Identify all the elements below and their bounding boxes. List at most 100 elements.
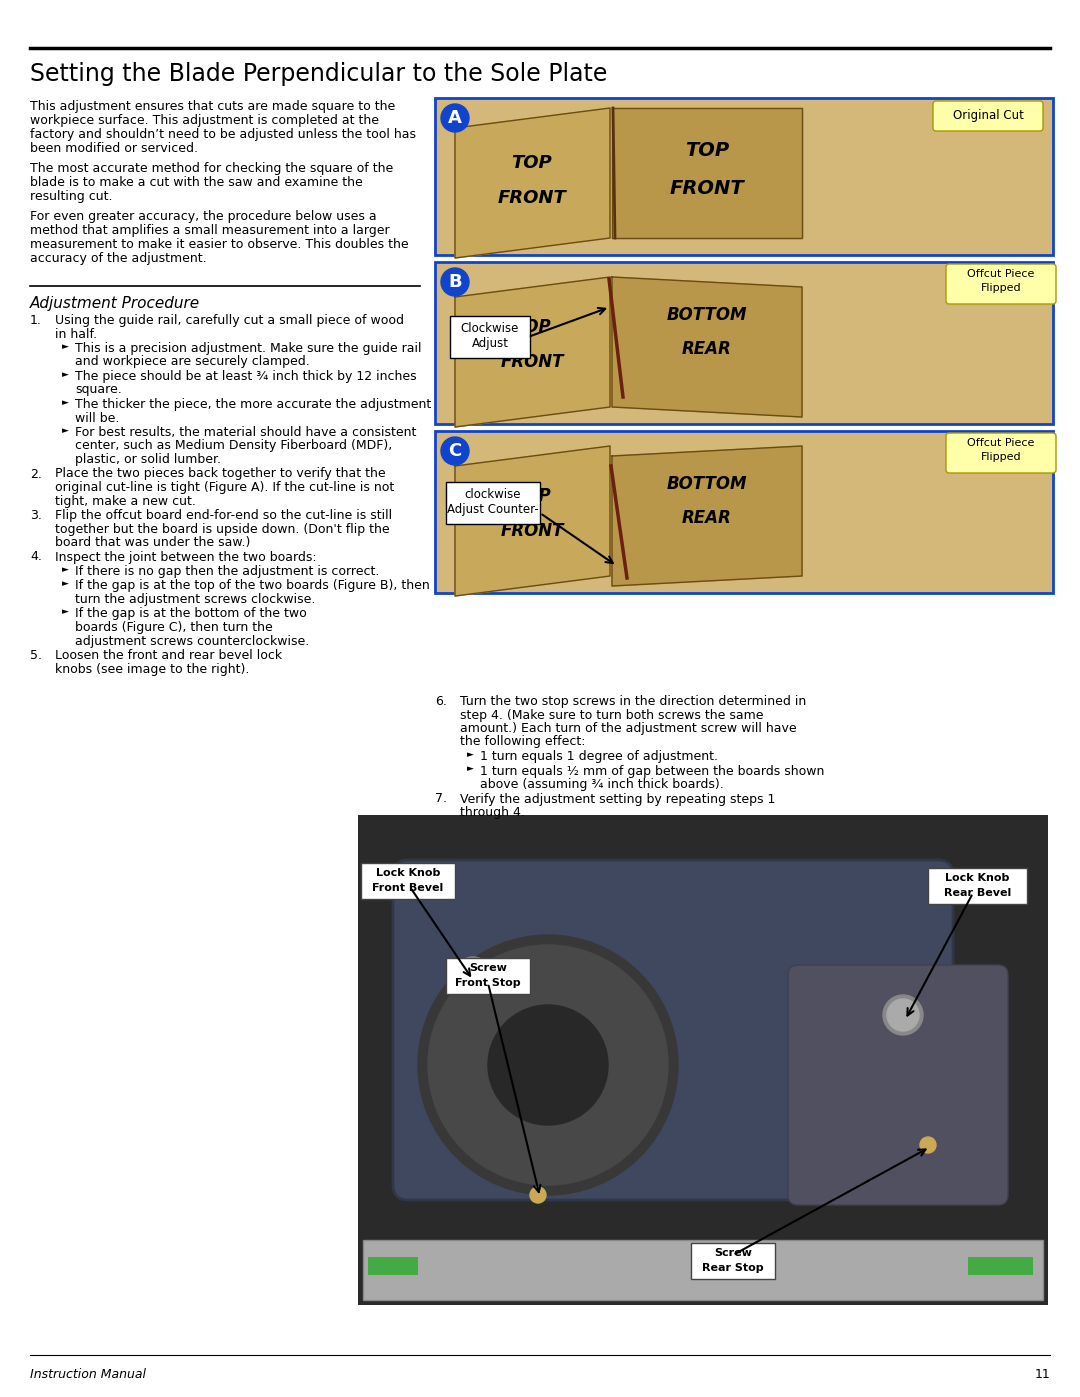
Text: ►: ► — [62, 398, 69, 407]
Text: Adjustment Procedure: Adjustment Procedure — [30, 296, 200, 312]
Text: TOP: TOP — [512, 154, 552, 172]
Text: BOTTOM: BOTTOM — [666, 306, 747, 324]
Text: Setting the Blade Perpendicular to the Sole Plate: Setting the Blade Perpendicular to the S… — [30, 61, 607, 87]
Text: ►: ► — [467, 750, 474, 759]
Text: If the gap is at the top of the two boards (Figure B), then: If the gap is at the top of the two boar… — [75, 580, 430, 592]
Text: 6.: 6. — [435, 694, 447, 708]
Circle shape — [459, 961, 487, 989]
Text: If the gap is at the bottom of the two: If the gap is at the bottom of the two — [75, 608, 307, 620]
Text: If there is no gap then the adjustment is correct.: If there is no gap then the adjustment i… — [75, 564, 379, 578]
Text: Place the two pieces back together to verify that the: Place the two pieces back together to ve… — [55, 468, 386, 481]
Circle shape — [920, 1137, 936, 1153]
Text: Lock Knob: Lock Knob — [945, 873, 1010, 883]
Text: 1 turn equals 1 degree of adjustment.: 1 turn equals 1 degree of adjustment. — [480, 750, 718, 763]
Text: The most accurate method for checking the square of the: The most accurate method for checking th… — [30, 162, 393, 175]
Text: C: C — [448, 441, 461, 460]
Text: in half.: in half. — [55, 327, 97, 341]
Circle shape — [530, 1187, 546, 1203]
Text: Turn the two stop screws in the direction determined in: Turn the two stop screws in the directio… — [460, 694, 807, 708]
Text: 2.: 2. — [30, 468, 42, 481]
Text: Rear Stop: Rear Stop — [702, 1263, 764, 1273]
Text: ►: ► — [62, 564, 69, 574]
Bar — [357, 814, 1048, 1305]
Circle shape — [441, 103, 469, 131]
Text: BOTTOM: BOTTOM — [666, 475, 747, 493]
Text: method that amplifies a small measurement into a larger: method that amplifies a small measuremen… — [30, 224, 390, 237]
Text: step 4. (Make sure to turn both screws the same: step 4. (Make sure to turn both screws t… — [460, 708, 764, 721]
Text: ►: ► — [62, 370, 69, 379]
Circle shape — [455, 957, 491, 993]
Text: For even greater accuracy, the procedure below uses a: For even greater accuracy, the procedure… — [30, 210, 377, 224]
Bar — [968, 1257, 1032, 1275]
Text: ►: ► — [62, 608, 69, 616]
Text: measurement to make it easier to observe. This doubles the: measurement to make it easier to observe… — [30, 237, 408, 251]
Polygon shape — [455, 446, 610, 597]
Text: Rear Bevel: Rear Bevel — [944, 888, 1011, 898]
Text: FRONT: FRONT — [500, 353, 564, 372]
Text: FRONT: FRONT — [498, 189, 566, 207]
Bar — [435, 263, 1053, 425]
Text: Screw: Screw — [714, 1248, 752, 1259]
FancyBboxPatch shape — [446, 482, 540, 524]
Text: ►: ► — [62, 580, 69, 588]
Text: A: A — [448, 109, 462, 127]
Text: Original Cut: Original Cut — [953, 109, 1024, 123]
Text: board that was under the saw.): board that was under the saw.) — [55, 536, 251, 549]
Text: turn the adjustment screws clockwise.: turn the adjustment screws clockwise. — [75, 592, 315, 606]
Text: Offcut Piece: Offcut Piece — [968, 439, 1035, 448]
Text: accuracy of the adjustment.: accuracy of the adjustment. — [30, 251, 206, 265]
Text: FRONT: FRONT — [670, 179, 744, 197]
FancyBboxPatch shape — [393, 861, 953, 1200]
Text: TOP: TOP — [513, 488, 551, 504]
FancyBboxPatch shape — [933, 101, 1043, 131]
Text: clockwise: clockwise — [464, 489, 522, 502]
Circle shape — [887, 999, 919, 1031]
Text: ►: ► — [467, 764, 474, 774]
FancyBboxPatch shape — [928, 868, 1027, 904]
Text: TOP: TOP — [513, 319, 551, 337]
Polygon shape — [612, 277, 802, 416]
Text: Offcut Piece: Offcut Piece — [968, 270, 1035, 279]
Text: Front Stop: Front Stop — [455, 978, 521, 988]
Circle shape — [441, 437, 469, 465]
Text: Screw: Screw — [469, 963, 507, 972]
Polygon shape — [455, 108, 610, 258]
Text: ►: ► — [62, 342, 69, 351]
Text: The piece should be at least ¾ inch thick by 12 inches: The piece should be at least ¾ inch thic… — [75, 370, 417, 383]
Text: adjustment screws counterclockwise.: adjustment screws counterclockwise. — [75, 634, 309, 647]
FancyBboxPatch shape — [788, 965, 1008, 1206]
Text: through 4.: through 4. — [460, 806, 525, 819]
Text: the following effect:: the following effect: — [460, 735, 585, 749]
Text: Instruction Manual: Instruction Manual — [30, 1368, 146, 1382]
Text: TOP: TOP — [685, 141, 729, 159]
Text: center, such as Medium Density Fiberboard (MDF),: center, such as Medium Density Fiberboar… — [75, 440, 392, 453]
Text: 4.: 4. — [30, 550, 42, 563]
Text: Flip the offcut board end-for-end so the cut-line is still: Flip the offcut board end-for-end so the… — [55, 509, 392, 522]
Circle shape — [488, 1004, 608, 1125]
Text: been modified or serviced.: been modified or serviced. — [30, 142, 198, 155]
Text: REAR: REAR — [683, 339, 732, 358]
Text: Clockwise: Clockwise — [461, 323, 519, 335]
Text: Using the guide rail, carefully cut a small piece of wood: Using the guide rail, carefully cut a sm… — [55, 314, 404, 327]
Text: 11: 11 — [1035, 1368, 1050, 1382]
Text: amount.) Each turn of the adjustment screw will have: amount.) Each turn of the adjustment scr… — [460, 722, 797, 735]
Text: Lock Knob: Lock Knob — [376, 868, 441, 877]
Text: This is a precision adjustment. Make sure the guide rail: This is a precision adjustment. Make sur… — [75, 342, 421, 355]
Bar — [368, 1257, 418, 1275]
Text: and workpiece are securely clamped.: and workpiece are securely clamped. — [75, 355, 310, 369]
Text: For best results, the material should have a consistent: For best results, the material should ha… — [75, 426, 417, 439]
Bar — [435, 432, 1053, 592]
FancyBboxPatch shape — [946, 264, 1056, 305]
Circle shape — [428, 944, 669, 1185]
Text: B: B — [448, 272, 462, 291]
Text: Flipped: Flipped — [981, 453, 1022, 462]
Text: square.: square. — [75, 384, 122, 397]
Bar — [435, 98, 1053, 256]
FancyBboxPatch shape — [446, 958, 530, 995]
Text: plastic, or solid lumber.: plastic, or solid lumber. — [75, 453, 221, 467]
Polygon shape — [612, 446, 802, 585]
Text: original cut-line is tight (Figure A). If the cut-line is not: original cut-line is tight (Figure A). I… — [55, 481, 394, 495]
Text: tight, make a new cut.: tight, make a new cut. — [55, 495, 195, 507]
Polygon shape — [455, 277, 610, 427]
Text: Flipped: Flipped — [981, 284, 1022, 293]
